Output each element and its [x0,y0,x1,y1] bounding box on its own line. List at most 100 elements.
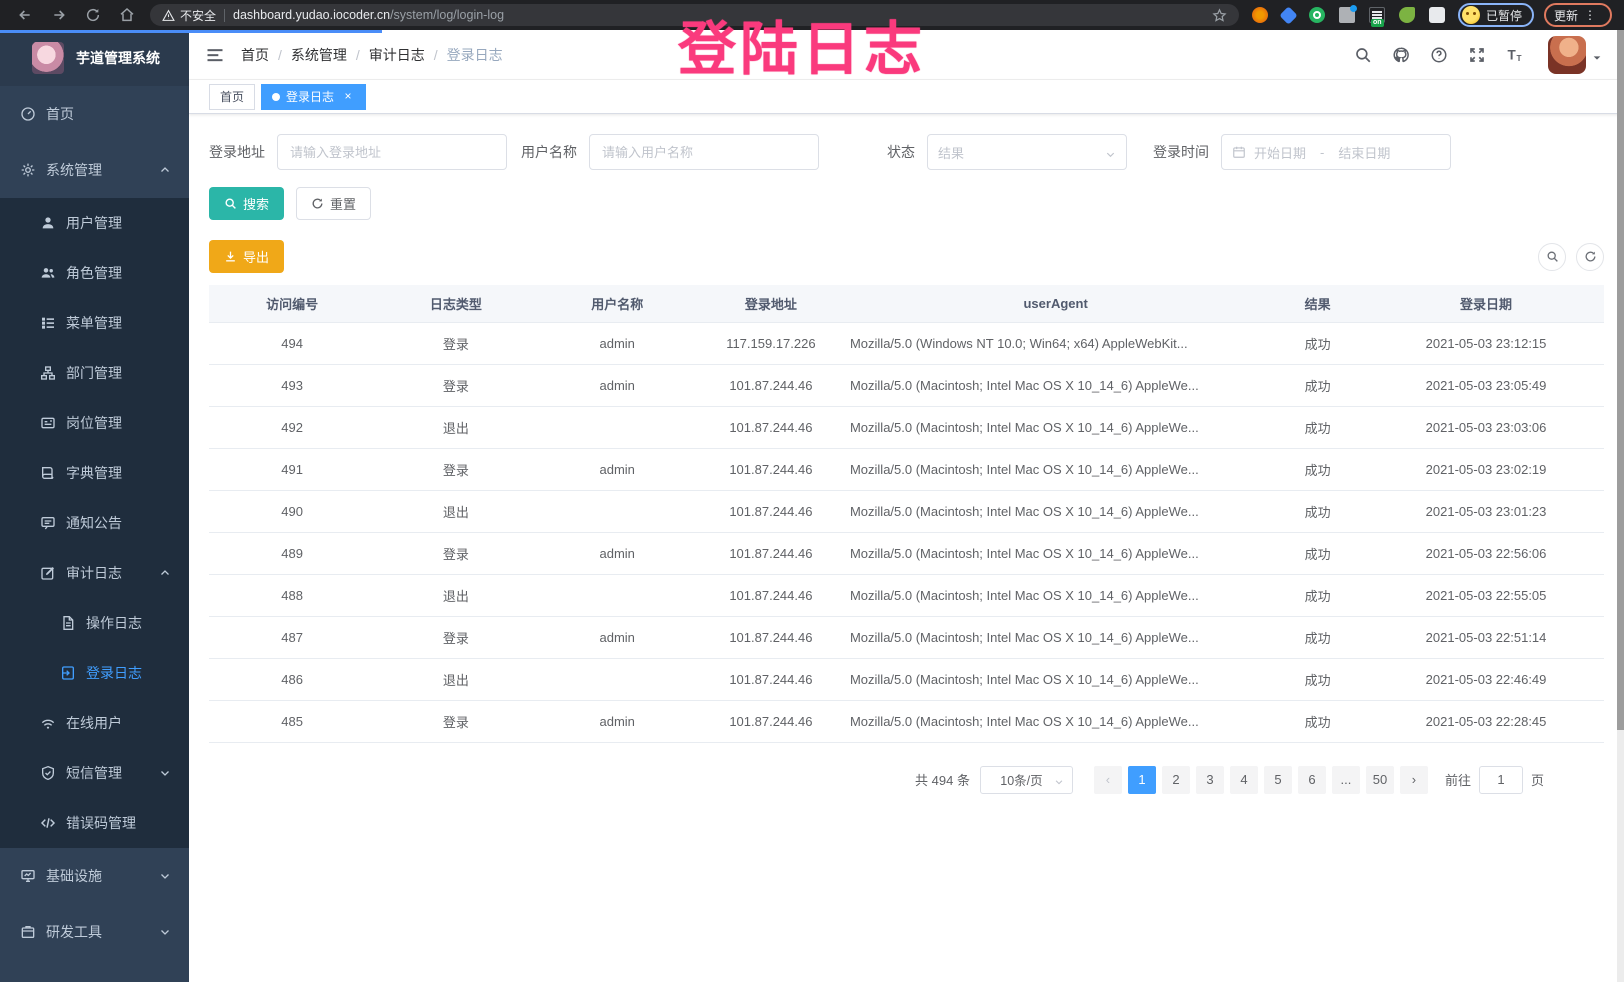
sidebar-item-role[interactable]: 角色管理 [0,248,189,298]
address-bar[interactable]: 不安全 dashboard.yudao.iocoder.cn/system/lo… [150,4,1239,26]
tags-view-bar: 首页 登录日志 × [189,80,1624,114]
avatar-caret-down-icon[interactable] [1592,50,1602,60]
sidebar-item-home[interactable]: 首页 [0,86,189,142]
tag-home[interactable]: 首页 [209,83,256,110]
sidebar-item-notice[interactable]: 通知公告 [0,498,189,548]
fullscreen-icon[interactable] [1468,46,1486,64]
tag-login-log[interactable]: 登录日志 × [261,83,367,110]
browser-update-button[interactable]: 更新 ⋮ [1543,3,1612,27]
cell-login-address: 117.159.17.226 [697,321,844,365]
breadcrumb-audit-log[interactable]: 审计日志 [368,46,425,63]
extension-icon-1[interactable] [1251,7,1268,23]
extension-icon-2[interactable] [1279,5,1298,25]
extensions-puzzle-icon[interactable] [1428,7,1445,23]
cell-log-type: 登录 [375,532,537,575]
sidebar-item-operation-log[interactable]: 操作日志 [0,598,189,648]
date-separator: - [1320,144,1325,160]
start-date-placeholder[interactable]: 开始日期 [1254,145,1307,161]
extension-icon-4[interactable] [1338,5,1357,23]
sidebar-item-error-code[interactable]: 错误码管理 [0,798,189,848]
sidebar-item-dept[interactable]: 部门管理 [0,348,189,398]
not-secure-label[interactable]: 不安全 [180,8,217,23]
browser-menu-icon[interactable]: ⋮ [1584,8,1596,22]
cell-login-address: 101.87.244.46 [697,616,844,659]
extension-icon-6[interactable] [1398,7,1415,23]
sidebar-item-infrastructure[interactable]: 基础设施 [0,848,189,904]
extension-icon-5[interactable]: on [1368,7,1385,27]
login-time-range-picker[interactable]: 开始日期 - 结束日期 [1221,134,1451,170]
sidebar-item-audit-log[interactable]: 审计日志 [0,548,189,598]
browser-profile-button[interactable]: 已暂停 [1457,3,1534,27]
url-host[interactable]: dashboard.yudao.iocoder.cn [233,8,391,22]
refresh-icon [311,197,324,210]
tag-close-icon[interactable]: × [344,88,352,103]
search-icon[interactable] [1354,46,1372,64]
page-button-5[interactable]: 5 [1263,765,1292,794]
reset-button[interactable]: 重置 [296,187,372,220]
page-button-1[interactable]: 1 [1127,765,1156,794]
sidebar-item-login-log[interactable]: 登录日志 [0,648,189,698]
more-pages-button[interactable]: ... [1331,765,1360,794]
end-date-placeholder[interactable]: 结束日期 [1338,145,1391,161]
bookmark-star-icon[interactable] [1212,7,1227,23]
hamburger-icon[interactable] [205,45,225,65]
sidebar-item-label: 用户管理 [66,215,122,231]
sidebar-item-dev-tools[interactable]: 研发工具 [0,904,189,960]
cell-user-agent: Mozilla/5.0 (Windows NT 10.0; Win64; x64… [843,321,1268,365]
goto-label: 前往 [1444,773,1471,788]
username-label: 用户名称 [521,144,577,160]
export-button-label: 导出 [243,250,270,265]
next-page-button[interactable]: › [1399,765,1428,794]
sidebar-item-dict[interactable]: 字典管理 [0,448,189,498]
not-secure-warning-icon [162,9,175,22]
sidebar-item-label: 字典管理 [66,465,122,481]
breadcrumb-system[interactable]: 系统管理 [290,46,347,63]
browser-chrome: 不安全 dashboard.yudao.iocoder.cn/system/lo… [0,0,1624,30]
sidebar-item-menu[interactable]: 菜单管理 [0,298,189,348]
breadcrumb-home[interactable]: 首页 [241,46,269,63]
page-button-3[interactable]: 3 [1195,765,1224,794]
sidebar-item-system[interactable]: 系统管理 [0,142,189,198]
cell-username: admin [536,616,698,659]
sidebar-item-sms[interactable]: 短信管理 [0,748,189,798]
page-button-6[interactable]: 6 [1297,765,1326,794]
page-size-select[interactable]: 10条/页 [979,765,1073,794]
sidebar-item-online-users[interactable]: 在线用户 [0,698,189,748]
page-button-2[interactable]: 2 [1161,765,1190,794]
export-button[interactable]: 导出 [209,240,285,273]
cell-user-agent: Mozilla/5.0 (Macintosh; Intel Mac OS X 1… [843,406,1268,449]
cell-login-address: 101.87.244.46 [697,658,844,701]
page-button-50[interactable]: 50 [1365,765,1394,794]
app-logo[interactable]: 芋道管理系统 [0,30,189,86]
column-header-0: 访问编号 [209,285,376,323]
browser-back-icon[interactable] [17,7,33,23]
refresh-table-button[interactable] [1576,242,1604,271]
prev-page-button[interactable]: ‹ [1093,765,1122,794]
cell-result: 成功 [1267,448,1369,491]
page-button-4[interactable]: 4 [1229,765,1258,794]
search-button[interactable]: 搜索 [209,187,285,220]
github-icon[interactable] [1392,46,1410,64]
sidebar-item-user[interactable]: 用户管理 [0,198,189,248]
browser-forward-icon[interactable] [51,7,67,23]
user-avatar[interactable] [1548,35,1586,74]
extension-icon-3[interactable] [1308,7,1325,23]
goto-page-input[interactable] [1478,765,1523,794]
browser-home-icon[interactable] [119,7,135,23]
status-select[interactable]: 结果 [927,134,1127,170]
page-scrollbar[interactable] [1617,30,1624,982]
toggle-search-button[interactable] [1538,242,1566,271]
sidebar-item-label: 操作日志 [86,615,142,631]
cell-id: 491 [209,448,376,491]
scrollbar-thumb[interactable] [1617,30,1624,730]
profile-avatar-icon [1461,6,1480,24]
sidebar-item-post[interactable]: 岗位管理 [0,398,189,448]
help-icon[interactable] [1430,46,1448,64]
browser-reload-icon[interactable] [85,7,101,23]
message-icon [40,515,56,531]
login-address-input[interactable] [277,134,507,170]
url-path[interactable]: /system/log/login-log [390,8,505,22]
cell-login-address: 101.87.244.46 [697,406,844,449]
username-input[interactable] [589,134,819,170]
